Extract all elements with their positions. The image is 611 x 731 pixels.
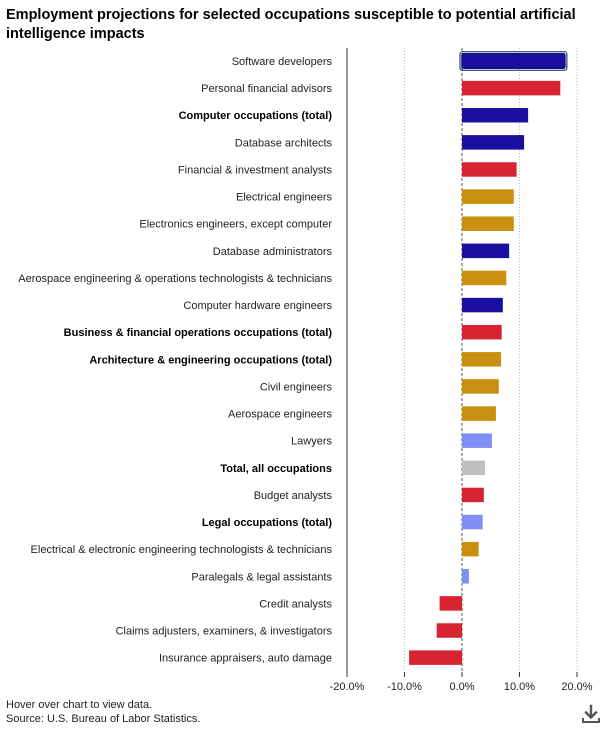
bar[interactable]: Computer occupations (total): 11.5% <box>462 107 529 123</box>
bar[interactable]: Database architects: 10.8% <box>462 135 525 150</box>
bar[interactable]: Legal occupations (total): 3.6% <box>462 514 483 530</box>
category-label: Database architects <box>235 137 333 149</box>
bar[interactable]: Electronics engineers, except computer: … <box>462 216 514 231</box>
bar[interactable]: Financial & investment analysts: 9.5% <box>462 162 517 177</box>
category-label: Database administrators <box>213 246 333 258</box>
category-label: Financial & investment analysts <box>178 164 333 176</box>
category-label: Aerospace engineering & operations techn… <box>18 273 332 285</box>
x-tick-label: 20.0% <box>561 681 592 693</box>
category-label: Aerospace engineers <box>228 409 332 421</box>
bar[interactable]: Computer hardware engineers: 7.1% <box>462 297 503 313</box>
bar[interactable]: Claims adjusters, examiners, & investiga… <box>436 623 462 638</box>
bar[interactable]: Electrical engineers: 9% <box>462 189 514 204</box>
category-label: Legal occupations (total) <box>202 517 333 529</box>
category-label: Architecture & engineering occupations (… <box>89 354 332 366</box>
category-label: Paralegals & legal assistants <box>191 571 332 583</box>
category-label: Software developers <box>232 56 333 68</box>
bar[interactable]: Aerospace engineers: 5.9% <box>462 406 496 421</box>
bar[interactable]: Database administrators: 8.2% <box>462 243 510 259</box>
x-tick-label: 10.0% <box>504 681 535 693</box>
category-label: Computer occupations (total) <box>179 110 333 122</box>
download-icon[interactable] <box>580 703 602 725</box>
bar[interactable]: Aerospace engineering & operations techn… <box>462 270 507 286</box>
hover-note: Hover over chart to view data. <box>6 699 153 711</box>
category-label: Budget analysts <box>254 490 333 502</box>
category-labels: Software developers Personal financial ad… <box>18 56 332 665</box>
chart-title: Employment projections for selected occu… <box>6 7 576 42</box>
bars[interactable]: Software developers: 17.9% Personal finan… <box>409 51 568 665</box>
category-label: Credit analysts <box>259 598 332 610</box>
x-tick-label: 0.0% <box>449 681 474 693</box>
category-label: Lawyers <box>291 436 332 448</box>
category-label: Civil engineers <box>260 381 333 393</box>
x-axis-ticks: -20.0% -10.0% 0.0% 10.0% 20.0% <box>330 672 593 693</box>
source-note: Source: U.S. Bureau of Labor Statistics. <box>6 713 201 725</box>
bar-chart[interactable]: Software developers: 17.9% Personal finan… <box>0 0 611 700</box>
bar[interactable]: Credit analysts: -3.9% <box>439 596 462 611</box>
category-label: Total, all occupations <box>220 463 332 475</box>
bar[interactable]: Insurance appraisers, auto damage: -9.2% <box>409 650 462 665</box>
x-tick-label: -20.0% <box>330 681 365 693</box>
category-label: Electrical & electronic engineering tech… <box>31 544 333 556</box>
category-label: Business & financial operations occupati… <box>64 327 333 339</box>
bar-highlight <box>459 51 568 71</box>
bar[interactable]: Lawyers: 5.2% <box>462 433 492 448</box>
category-label: Computer hardware engineers <box>183 300 332 312</box>
category-label: Electrical engineers <box>236 192 332 204</box>
bar[interactable]: Architecture & engineering occupations (… <box>462 352 502 367</box>
bar[interactable]: Software developers: 17.9% <box>461 53 566 69</box>
bar[interactable]: Budget analysts: 3.8% <box>462 487 484 503</box>
bar[interactable]: Paralegals & legal assistants: 1.2% <box>462 569 469 584</box>
x-tick-label: -10.0% <box>387 681 422 693</box>
bar[interactable]: Civil engineers: 6.4% <box>462 379 499 394</box>
bar[interactable]: Personal financial advisors: 17.1% <box>462 80 561 96</box>
category-label: Personal financial advisors <box>201 83 332 95</box>
bar[interactable]: Business & financial operations occupati… <box>462 324 502 340</box>
bar[interactable]: Electrical & electronic engineering tech… <box>462 541 479 557</box>
bar[interactable]: Total, all occupations: 4% <box>462 460 485 476</box>
category-label: Electronics engineers, except computer <box>139 219 332 231</box>
category-label: Claims adjusters, examiners, & investiga… <box>116 626 333 638</box>
category-label: Insurance appraisers, auto damage <box>159 653 332 665</box>
